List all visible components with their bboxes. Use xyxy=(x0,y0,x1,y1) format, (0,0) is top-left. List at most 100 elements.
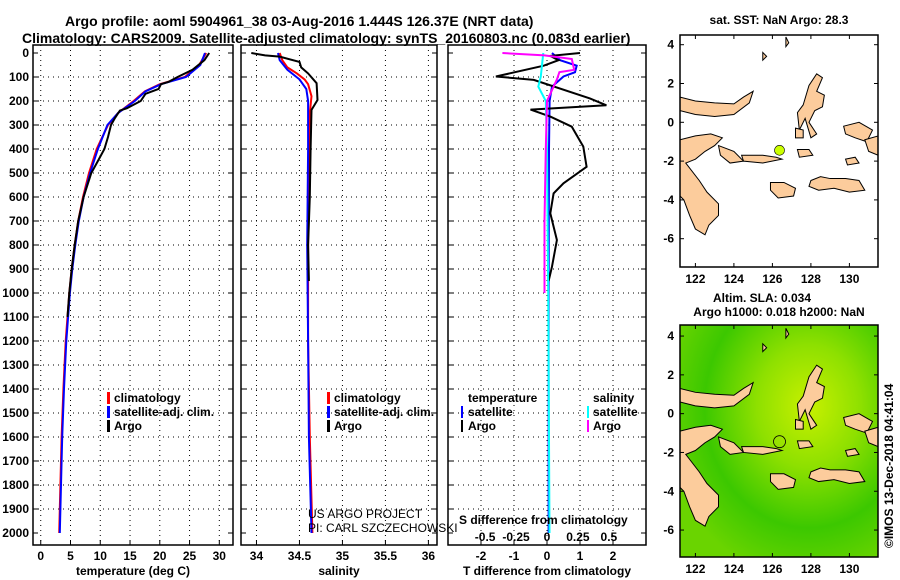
sst-map: 122 124 126 128 130 4 2 0 -2 -4 -6 xyxy=(663,34,879,286)
x-tick-label: 35 xyxy=(336,549,350,563)
difference-panel: -2 -1 0 1 2 -0.5 -0.25 0 0.25 0.5 T difference fro… xyxy=(447,44,647,578)
y-tick-label: -2 xyxy=(663,154,674,168)
y-tick-label: 1400 xyxy=(2,382,29,396)
difference-legend: temperature satellite Argo salinity sate… xyxy=(461,391,638,433)
y-tick-label: 700 xyxy=(9,214,29,228)
y-tick-label: 900 xyxy=(9,262,29,276)
y-tick-label: 2000 xyxy=(2,526,29,540)
y-tick-label: 500 xyxy=(9,166,29,180)
y-tick-label: 4 xyxy=(667,329,674,343)
sst-map-title: sat. SST: NaN Argo: 28.3 xyxy=(710,13,849,27)
legend-swatch-t-satellite xyxy=(461,406,463,418)
sla-map-title-1: Altim. SLA: 0.034 xyxy=(713,291,811,305)
y-tick-label: 400 xyxy=(9,142,29,156)
series-line-climatology xyxy=(58,52,208,534)
x2-tick-label: 0.25 xyxy=(566,530,590,544)
y-tick-label: 0 xyxy=(667,407,674,421)
x-tick-label: 126 xyxy=(762,562,782,576)
y-tick-label: 2 xyxy=(667,77,674,91)
x2-tick-label: -0.5 xyxy=(475,530,496,544)
series-line-argo xyxy=(251,52,319,282)
x-tick-label: 15 xyxy=(123,549,137,563)
legend-label: Argo xyxy=(593,419,621,433)
y-tick-label: -2 xyxy=(663,445,674,459)
legend-label: satellite xyxy=(468,405,513,419)
legend-label: satellite-adj. clim. xyxy=(334,405,434,419)
y-tick-label: 1800 xyxy=(2,478,29,492)
y-tick-label: 1300 xyxy=(2,358,29,372)
legend-swatch-satellite xyxy=(107,406,110,418)
x2-tick-label: -0.25 xyxy=(502,530,530,544)
temperature-panel: 0100200300400500600700800900100011001200… xyxy=(2,44,234,578)
x-tick-label: 34 xyxy=(250,549,264,563)
x-tick-label: 122 xyxy=(685,272,705,286)
y-tick-label: -6 xyxy=(663,232,674,246)
series-line-s-satellite xyxy=(537,52,551,534)
y-tick-label: 0 xyxy=(667,115,674,129)
legend-swatch-t-argo xyxy=(461,420,463,432)
legend-swatch-s-argo xyxy=(587,420,589,432)
legend-label: climatology xyxy=(334,391,401,405)
y-tick-label: 300 xyxy=(9,118,29,132)
x-tick-label: 128 xyxy=(801,562,821,576)
x-tick-label: 2 xyxy=(610,549,617,563)
y-tick-label: -4 xyxy=(663,193,674,207)
pi-credit: PI: CARL SZCZECHOWSKI xyxy=(308,521,458,535)
y-tick-label: 100 xyxy=(9,70,29,84)
y-tick-label: 1700 xyxy=(2,454,29,468)
legend-label: climatology xyxy=(114,391,181,405)
legend-swatch-argo xyxy=(107,420,110,432)
x-tick-label: 130 xyxy=(839,272,859,286)
x-tick-label: 124 xyxy=(724,562,744,576)
y-tick-label: 1500 xyxy=(2,406,29,420)
x-tick-label: -2 xyxy=(476,549,487,563)
x-tick-label: 0 xyxy=(544,549,551,563)
legend-title-salinity: salinity xyxy=(593,391,635,405)
legend-swatch-climatology xyxy=(327,392,330,404)
x-tick-label: 126 xyxy=(762,272,782,286)
salinity-legend: climatology satellite-adj. clim. Argo xyxy=(327,391,434,433)
legend-swatch-s-satellite xyxy=(587,406,589,418)
sla-map-frame xyxy=(679,324,879,558)
project-credit: US ARGO PROJECT xyxy=(308,507,423,521)
x-tick-label: 25 xyxy=(183,549,197,563)
title-line-2: Climatology: CARS2009. Satellite-adjuste… xyxy=(22,30,630,46)
legend-label: Argo xyxy=(468,419,496,433)
plot-frame xyxy=(240,44,438,546)
x-tick-label: 20 xyxy=(153,549,167,563)
plot-frame xyxy=(32,44,234,546)
y-tick-label: 800 xyxy=(9,238,29,252)
temperature-legend: climatology satellite-adj. clim. Argo xyxy=(107,391,214,433)
x2-tick-label: 0 xyxy=(544,530,551,544)
x-tick-label: 35.5 xyxy=(374,549,398,563)
y-tick-label: 2 xyxy=(667,368,674,382)
plot-frame xyxy=(447,44,647,546)
copyright-timestamp: ©IMOS 13-Dec-2018 04:41:04 xyxy=(882,383,896,548)
y-tick-label: 1100 xyxy=(3,310,29,324)
y-tick-label: 1600 xyxy=(2,430,29,444)
x-tick-label: 122 xyxy=(685,562,705,576)
sla-heatmap xyxy=(680,325,878,557)
x-tick-label: 10 xyxy=(94,549,108,563)
sla-map: 122 124 126 128 130 4 2 0 -2 -4 -6 xyxy=(663,324,879,576)
y-tick-label: 0 xyxy=(22,46,29,60)
x-tick-label: -1 xyxy=(509,549,520,563)
y-tick-label: -6 xyxy=(663,523,674,537)
legend-title-temperature: temperature xyxy=(468,391,538,405)
s-difference-axis-label: S difference from climatology xyxy=(459,513,628,527)
y-tick-label: 200 xyxy=(9,94,29,108)
x-axis-label: temperature (deg C) xyxy=(76,564,190,578)
legend-label: satellite-adj. clim. xyxy=(114,405,214,419)
x-tick-label: 36 xyxy=(422,549,436,563)
x-tick-label: 34.5 xyxy=(288,549,312,563)
x-tick-label: 30 xyxy=(213,549,227,563)
legend-label: Argo xyxy=(114,419,142,433)
series-line-satellite-adj-clim- xyxy=(277,52,313,534)
title-line-1: Argo profile: aoml 5904961_38 03-Aug-201… xyxy=(65,13,533,29)
argo-position-marker xyxy=(773,435,786,449)
x-axis-label: T difference from climatology xyxy=(463,564,631,578)
series-line-t-satellite xyxy=(547,52,578,533)
legend-swatch-climatology xyxy=(107,392,110,404)
y-tick-label: 4 xyxy=(667,38,674,52)
